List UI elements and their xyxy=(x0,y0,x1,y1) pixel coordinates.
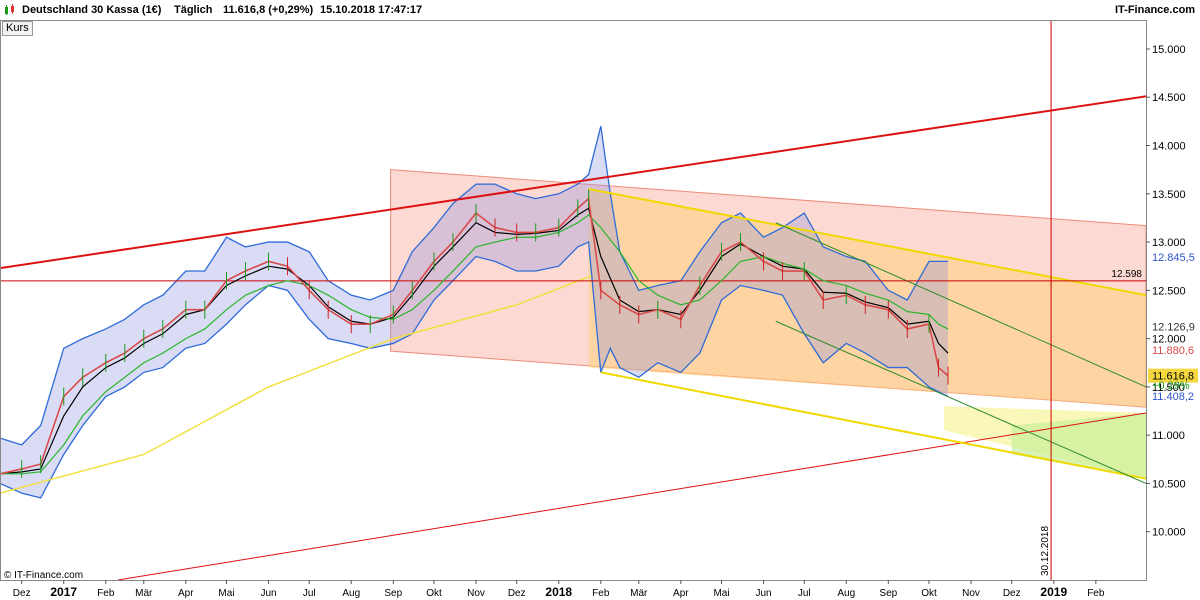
x-tick-label: Mai xyxy=(218,588,234,599)
copyright-label: © IT-Finance.com xyxy=(4,570,83,581)
x-tick-label: Okt xyxy=(426,588,442,599)
x-tick-label: Sep xyxy=(879,588,897,599)
price-label: 12.845,5 xyxy=(1152,252,1195,264)
x-tick-label: Apr xyxy=(178,588,194,599)
price-label-bg xyxy=(1148,368,1198,383)
y-tick-label: 10.500 xyxy=(1152,478,1186,490)
brand-label: IT-Finance.com xyxy=(1115,4,1196,16)
vertical-date-label: 30.12.2018 xyxy=(1040,526,1051,576)
x-tick-label: Feb xyxy=(97,588,115,599)
x-tick-label: Dez xyxy=(508,588,526,599)
x-tick-label: 2017 xyxy=(50,585,77,599)
trend-line-1 xyxy=(117,412,1146,580)
x-tick-label: Okt xyxy=(921,588,937,599)
tab-kurs[interactable]: Kurs xyxy=(2,21,33,36)
x-tick-label: Apr xyxy=(673,588,689,599)
y-tick-label: 15.000 xyxy=(1152,44,1186,56)
x-tick-label: Feb xyxy=(592,588,610,599)
y-tick-label: 12.500 xyxy=(1152,285,1186,297)
x-tick-label: Jul xyxy=(798,588,811,599)
quote-timestamp: 15.10.2018 17:47:17 xyxy=(320,4,423,16)
x-tick-label: 2018 xyxy=(545,585,572,599)
x-tick-label: Sep xyxy=(384,588,402,599)
bollinger-lower-band xyxy=(0,241,949,499)
x-tick-label: Dez xyxy=(13,588,31,599)
y-tick-label: 13.000 xyxy=(1152,237,1186,249)
price-label: 11.880,6 xyxy=(1152,345,1194,357)
horizontal-line-label: 12.598 xyxy=(1111,269,1142,280)
moving-average-200 xyxy=(0,275,592,494)
y-tick-label: 14.000 xyxy=(1152,141,1186,153)
x-tick-label: Mär xyxy=(135,588,153,599)
chart-period: Täglich xyxy=(174,4,213,16)
trend-line-0 xyxy=(0,95,1146,270)
y-tick-label: 12.000 xyxy=(1152,334,1186,346)
trend-line-4 xyxy=(775,222,1146,388)
y-tick-label: 11.500 xyxy=(1152,382,1185,394)
price-label: 12.126,9 xyxy=(1152,321,1195,333)
x-tick-label: Nov xyxy=(962,588,980,599)
y-tick-label: 13.500 xyxy=(1152,189,1186,201)
price-label: +0,29% xyxy=(1152,380,1190,392)
instrument-name: Deutschland 30 Kassa (1€) xyxy=(22,4,162,16)
plot-area xyxy=(0,20,1146,580)
y-tick-label: 11.000 xyxy=(1152,430,1185,442)
x-tick-label: Dez xyxy=(1003,588,1021,599)
x-tick-label: Aug xyxy=(342,588,360,599)
bollinger-band-area xyxy=(0,126,948,498)
price-label: 11.616,8 xyxy=(1152,371,1194,383)
trend-line-2 xyxy=(588,187,1146,297)
x-tick-label: Aug xyxy=(837,588,855,599)
x-tick-label: Jun xyxy=(755,588,771,599)
y-tick-label: 14.500 xyxy=(1152,92,1186,104)
x-tick-label: Mai xyxy=(713,588,729,599)
candlestick-chart-icon xyxy=(5,4,14,15)
x-tick-label: Nov xyxy=(467,588,485,599)
x-tick-label: 2019 xyxy=(1040,585,1067,599)
trend-channel-1 xyxy=(588,188,1146,408)
x-tick-label: Jun xyxy=(260,588,276,599)
x-tick-label: Jul xyxy=(303,588,316,599)
last-quote: 11.616,8 (+0,29%) xyxy=(223,4,314,16)
chart-header: Deutschland 30 Kassa (1€) Täglich 11.616… xyxy=(0,0,1200,20)
x-tick-label: Feb xyxy=(1087,588,1105,599)
plot-frame xyxy=(0,20,1147,581)
x-tick-label: Mär xyxy=(630,588,648,599)
trend-line-5 xyxy=(775,320,1146,484)
y-tick-label: 10.000 xyxy=(1152,527,1186,539)
trend-line-3 xyxy=(600,371,1146,480)
price-label: 11.408,2 xyxy=(1152,391,1194,403)
bollinger-upper-band xyxy=(0,126,948,446)
